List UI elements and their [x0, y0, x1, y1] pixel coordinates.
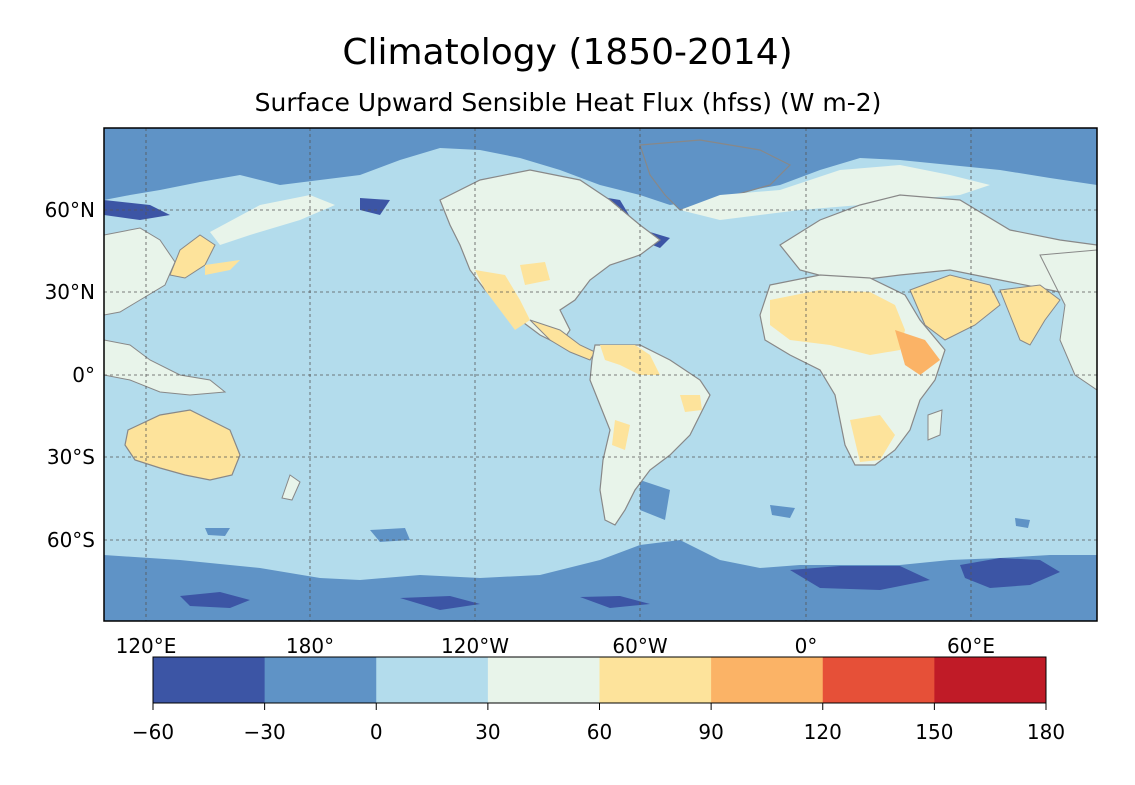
arabia	[909, 274, 1001, 341]
lon-tick-0: 0°	[794, 634, 818, 658]
horn-hot	[895, 330, 940, 375]
sa-warm	[612, 420, 630, 450]
south-ocean-patch	[205, 528, 230, 536]
lat-tick-60n: 60°N	[44, 198, 95, 222]
map-plot-area	[104, 128, 1097, 621]
southern-africa-warm	[850, 415, 895, 462]
chart-title: Climatology (1850-2014)	[342, 32, 793, 73]
india	[999, 284, 1061, 346]
antarctic-deep	[960, 558, 1060, 588]
colorbar-swatch	[264, 657, 377, 703]
colorbar-tick-label: 60	[586, 720, 613, 744]
antarctic-deep	[400, 596, 480, 610]
japan-band	[205, 260, 240, 275]
east-asia	[1039, 249, 1097, 391]
north-pacific-warm-band	[210, 195, 335, 245]
colorbar-tick-label: 90	[698, 720, 724, 744]
map-frame	[103, 127, 1098, 622]
south-ocean-patch	[640, 480, 670, 520]
north-america	[439, 169, 661, 346]
south-america	[589, 344, 711, 526]
colorbar-swatch	[153, 657, 266, 703]
colorbar-swatch	[376, 657, 489, 703]
lat-tick-30s: 30°S	[46, 445, 95, 469]
antarctic-deep	[580, 596, 650, 608]
lon-tick-120e: 120°E	[115, 634, 177, 658]
colorbar-tick-label: 120	[803, 720, 842, 744]
lat-tick-60s: 60°S	[46, 528, 95, 552]
australia	[124, 409, 241, 481]
colorbar-tick-label: −60	[131, 720, 175, 744]
colorbar-tick-label: 0	[369, 720, 383, 744]
new-zealand	[281, 474, 301, 501]
southern-ocean-cold	[104, 540, 1097, 621]
west-asia-edge	[104, 227, 176, 316]
lon-tick-120w: 120°W	[441, 634, 509, 658]
sahara-warm	[770, 290, 905, 355]
colorbar	[152, 656, 1047, 710]
lon-tick-60e: 60°E	[946, 634, 996, 658]
chart-subtitle: Surface Upward Sensible Heat Flux (hfss)…	[254, 88, 882, 117]
south-ocean-patch	[770, 505, 795, 518]
south-ocean-patch	[1015, 518, 1030, 528]
colorbar-swatch	[934, 657, 1047, 703]
colorbar-swatch	[711, 657, 824, 703]
great-plains-warm	[520, 262, 550, 285]
arctic-deep-patch	[360, 198, 390, 215]
antarctic-deep	[180, 592, 250, 608]
se-asia-islands	[104, 339, 227, 396]
colorbar-tick-label: −30	[243, 720, 286, 744]
colorbar-swatch	[599, 657, 712, 703]
colorbar-tick-label: 180	[1026, 720, 1066, 744]
madagascar	[927, 409, 943, 441]
south-ocean-patch	[370, 528, 410, 542]
colorbar-tick-label: 30	[475, 720, 501, 744]
lon-tick-180: 180°	[285, 634, 335, 658]
gridlines	[104, 128, 1097, 621]
colorbar-tick-label: 150	[915, 720, 954, 744]
lat-tick-30n: 30°N	[44, 280, 95, 304]
lat-tick-0: 0°	[72, 363, 95, 387]
arctic-mild-band	[680, 165, 990, 220]
mexico-warm	[475, 270, 530, 330]
sa-warm	[600, 345, 660, 375]
colorbar-swatch	[487, 657, 600, 703]
lon-tick-60w: 60°W	[612, 634, 668, 658]
sa-warm	[680, 395, 702, 412]
arctic-field	[104, 128, 1097, 205]
colorbar-swatch	[822, 657, 935, 703]
antarctic-deep	[790, 566, 930, 590]
